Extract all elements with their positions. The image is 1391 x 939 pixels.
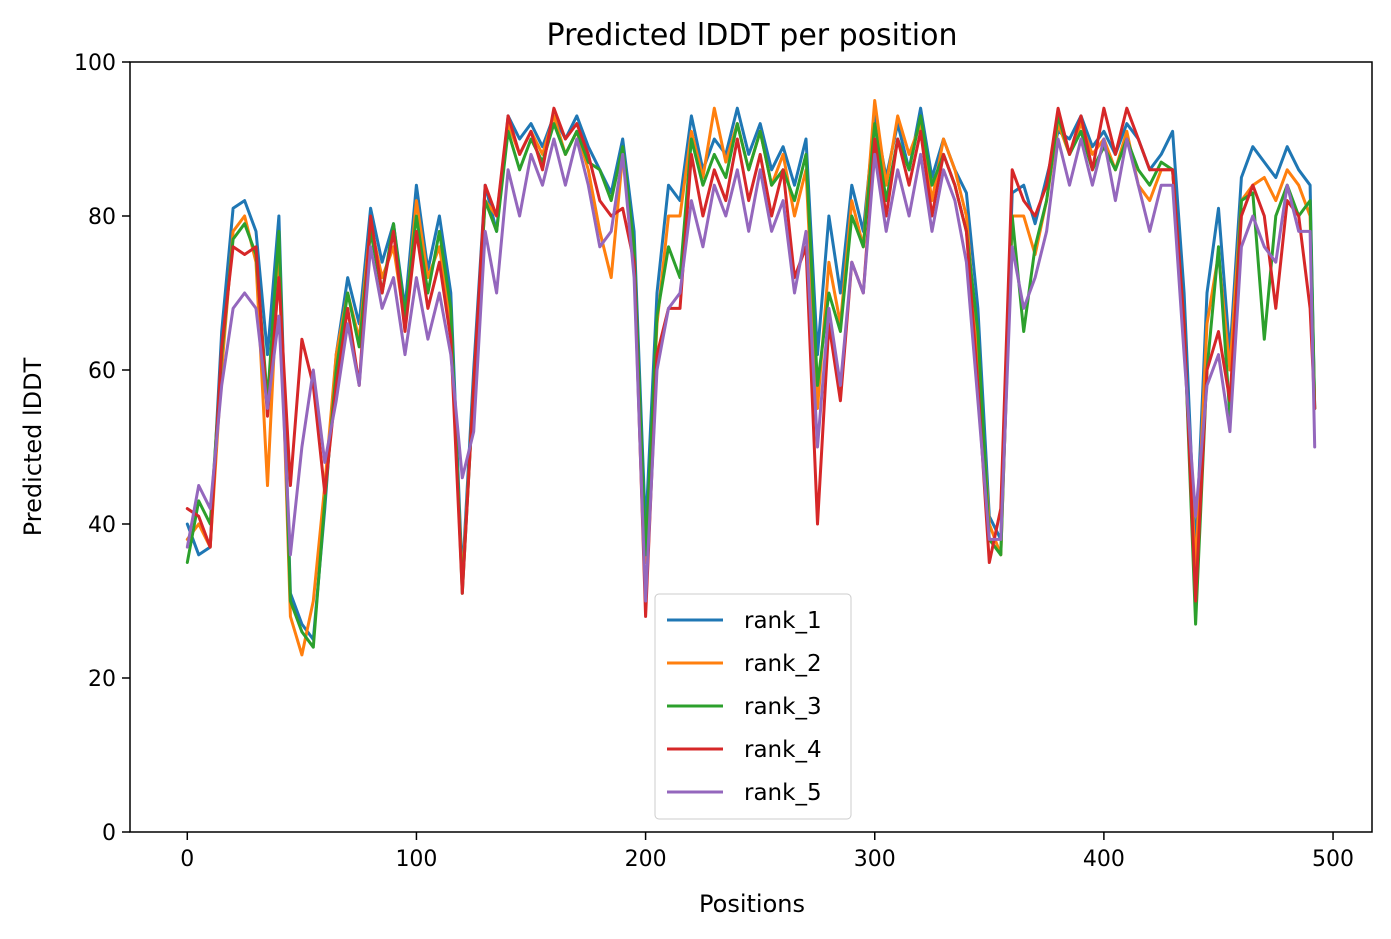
y-tick-label: 40 [88, 513, 116, 538]
x-tick-label: 400 [1083, 847, 1125, 872]
legend-label-rank-4: rank_4 [744, 737, 822, 763]
series-line-rank-1 [185, 106, 1317, 641]
legend: rank_1 rank_2 rank_3 rank_4 rank_5 [654, 593, 852, 820]
chart-title: Predicted lDDT per position [547, 18, 958, 53]
series-lines [185, 99, 1317, 657]
legend-label-rank-2: rank_2 [744, 651, 822, 677]
legend-label-rank-3: rank_3 [744, 694, 822, 720]
series-line-rank-5 [185, 137, 1317, 603]
plot-frame [129, 61, 1373, 833]
x-tick-label: 300 [854, 847, 896, 872]
x-tick-label: 0 [180, 847, 194, 872]
y-axis-ticks: 0 20 40 60 80 100 [74, 51, 130, 846]
y-tick-label: 80 [88, 205, 116, 230]
y-tick-label: 0 [102, 821, 116, 846]
x-axis-label: Positions [699, 890, 805, 918]
x-tick-label: 500 [1312, 847, 1354, 872]
y-tick-label: 60 [88, 359, 116, 384]
x-tick-label: 200 [625, 847, 667, 872]
series-line-rank-4 [185, 106, 1317, 618]
x-axis-ticks: 0 100 200 300 400 500 [180, 832, 1354, 872]
legend-label-rank-5: rank_5 [744, 780, 822, 806]
y-tick-label: 100 [74, 51, 116, 76]
x-tick-label: 100 [395, 847, 437, 872]
legend-box [654, 593, 852, 820]
y-tick-label: 20 [88, 667, 116, 692]
legend-label-rank-1: rank_1 [744, 608, 822, 634]
y-axis-label: Predicted lDDT [19, 357, 47, 536]
